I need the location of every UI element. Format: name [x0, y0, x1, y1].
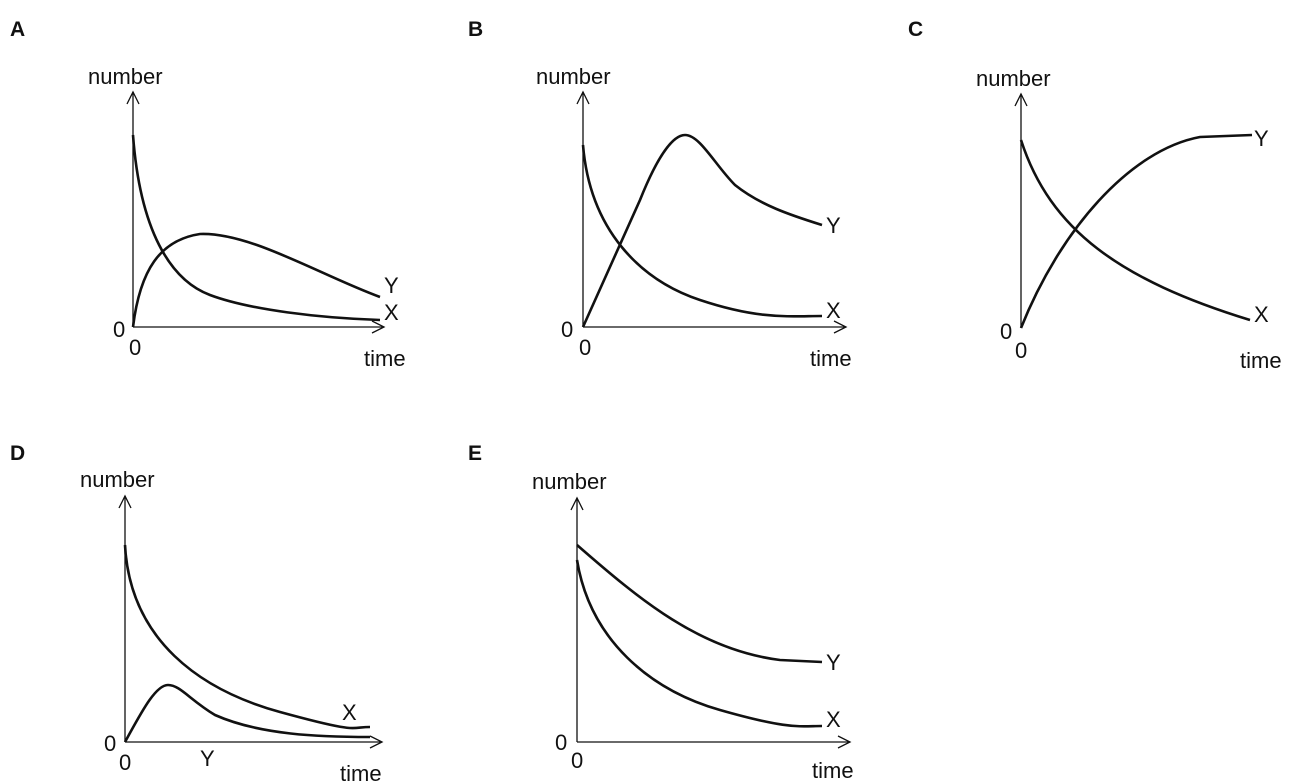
y-axis-label: number [532, 469, 607, 494]
curve-label: X [826, 298, 841, 323]
panel: B number 0 0 time Y X [468, 18, 852, 371]
panel-label: C [908, 18, 923, 41]
curve [581, 144, 823, 318]
curve [581, 133, 823, 328]
curve-label: X [342, 700, 357, 725]
curve [123, 544, 371, 730]
curve [576, 544, 823, 664]
origin-y-label: 0 [555, 730, 567, 755]
curve [1019, 139, 1251, 322]
origin-x-label: 0 [119, 750, 131, 775]
panel-label: D [10, 442, 25, 465]
curve-label: X [384, 300, 399, 325]
panel: C number 0 0 time Y X [908, 18, 1282, 373]
y-axis-label: number [88, 64, 163, 89]
arrow [576, 90, 590, 105]
curve-label: Y [1254, 126, 1269, 151]
curve-label: X [826, 707, 841, 732]
arrow [837, 735, 852, 749]
origin-y-label: 0 [561, 317, 573, 342]
x-axis-label: time [812, 758, 854, 783]
arrow [126, 90, 140, 105]
curve [131, 134, 381, 322]
origin-x-label: 0 [1015, 338, 1027, 363]
panel: A number 0 0 time Y X [10, 18, 406, 371]
origin-x-label: 0 [579, 335, 591, 360]
origin-y-label: 0 [104, 731, 116, 756]
arrow [118, 494, 132, 509]
origin-y-label: 0 [113, 317, 125, 342]
panel-label: B [468, 18, 483, 41]
curve-label: Y [200, 746, 215, 771]
curve [1019, 133, 1253, 329]
arrow [369, 735, 384, 749]
x-axis-label: time [810, 346, 852, 371]
arrow [570, 496, 584, 511]
panel-label: E [468, 442, 482, 465]
y-axis-label: number [976, 66, 1051, 91]
arrow [833, 320, 848, 334]
x-axis-label: time [1240, 348, 1282, 373]
origin-y-label: 0 [1000, 319, 1012, 344]
curve [131, 232, 381, 328]
curve-label: X [1254, 302, 1269, 327]
curve [123, 683, 371, 743]
origin-x-label: 0 [571, 748, 583, 773]
origin-x-label: 0 [129, 335, 141, 360]
x-axis-label: time [340, 761, 382, 783]
panel-label: A [10, 18, 25, 41]
curve-label: Y [826, 650, 841, 675]
curve-label: Y [384, 273, 399, 298]
panel: D number 0 0 time X Y [10, 442, 384, 783]
curve-label: Y [826, 213, 841, 238]
arrow [1014, 92, 1028, 107]
y-axis-label: number [80, 467, 155, 492]
arrow [371, 320, 386, 334]
x-axis-label: time [364, 346, 406, 371]
panel: E number 0 0 time Y X [468, 442, 854, 783]
curve [575, 559, 823, 728]
y-axis-label: number [536, 64, 611, 89]
